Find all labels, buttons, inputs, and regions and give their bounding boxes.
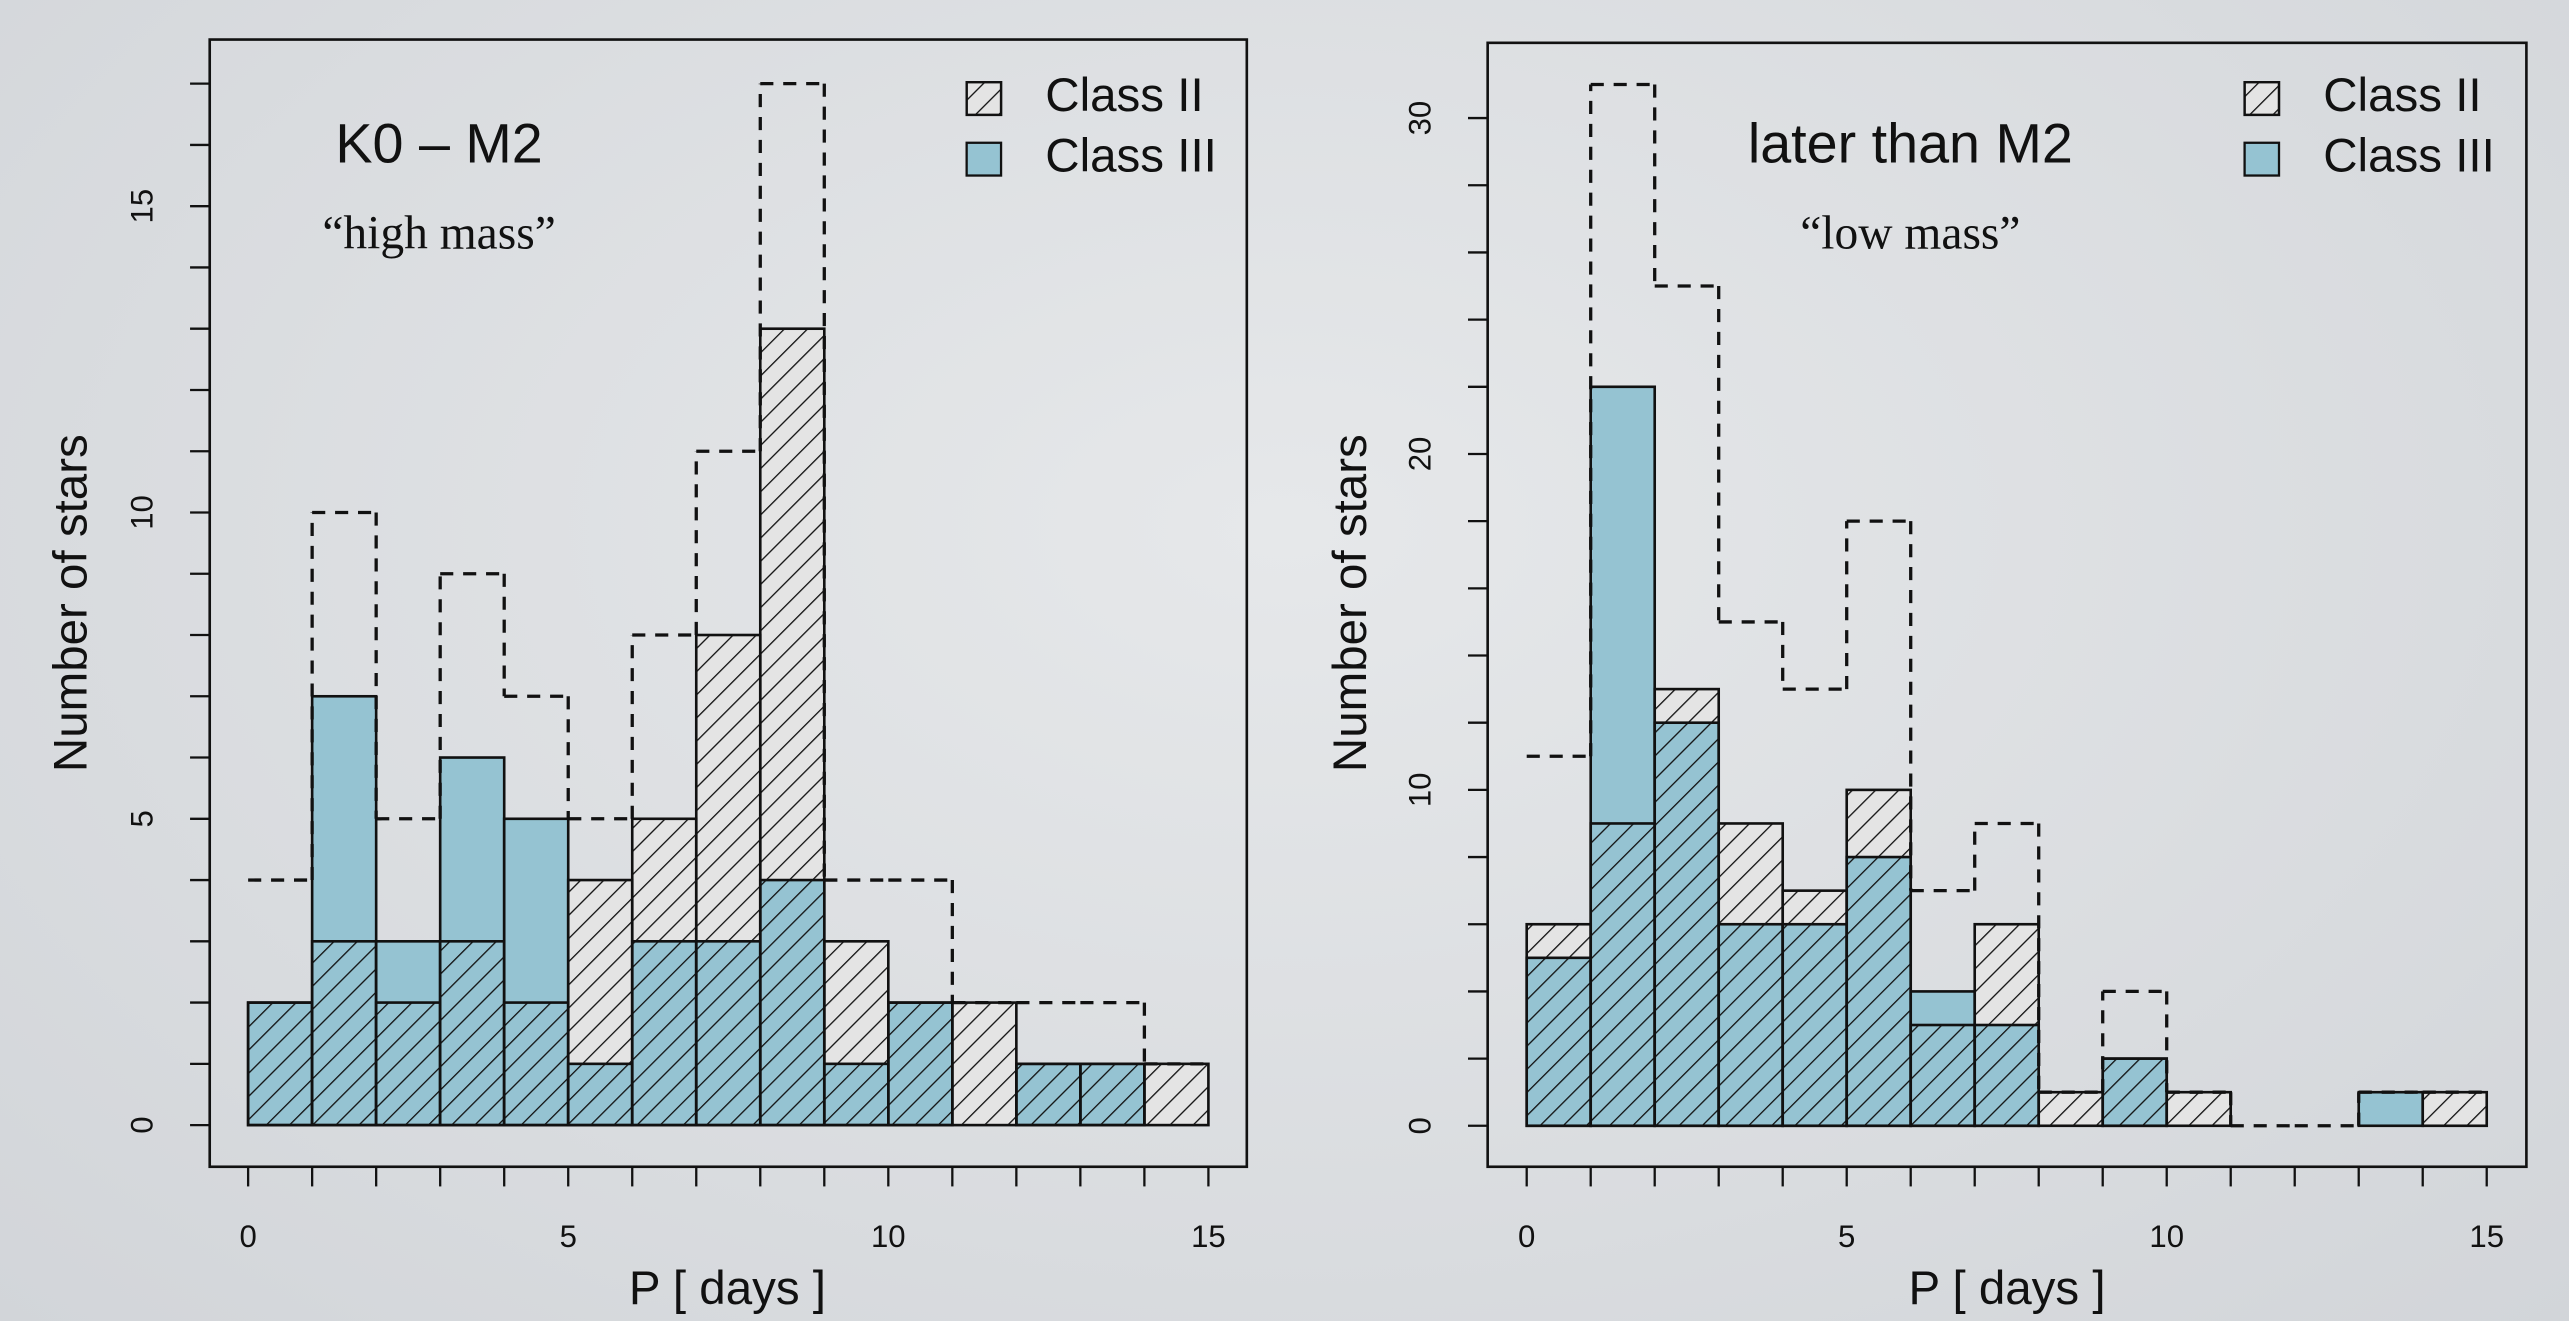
bar-hatch	[1015, 1062, 1082, 1127]
legend-label: Class II	[1045, 69, 1203, 122]
panel-subtitle: “high mass”	[322, 208, 556, 260]
plot-frame	[208, 38, 1249, 1169]
x-tick-label: 5	[1838, 1219, 1855, 1254]
bar-hatch	[2165, 1090, 2233, 1128]
bar-hatch	[566, 878, 634, 1127]
bar-hatch	[1845, 788, 1913, 1128]
bar-hatch	[1079, 1062, 1146, 1127]
bar-hatch	[1525, 922, 1593, 1128]
y-tick-label: 30	[1402, 101, 1437, 136]
bar-hatch	[1653, 687, 1721, 1128]
y-tick-label: 0	[1402, 1117, 1437, 1134]
bar-hatch	[246, 1001, 314, 1127]
x-axis-label: P [ days ]	[1908, 1262, 2105, 1315]
bar-hatch	[2101, 1057, 2169, 1128]
x-tick-label: 0	[1518, 1219, 1535, 1254]
bar-hatch	[438, 940, 506, 1127]
y-tick-label: 15	[124, 189, 159, 224]
x-axis-label: P [ days ]	[629, 1262, 826, 1315]
panel-title: K0 – M2	[335, 112, 542, 174]
y-tick-label: 20	[1402, 437, 1437, 472]
y-axis-label: Number of stars	[1324, 434, 1377, 772]
panel-subtitle: “low mass”	[1800, 208, 2020, 260]
bar-hatch	[1143, 1062, 1210, 1127]
x-tick-label: 15	[1191, 1219, 1226, 1254]
bar	[2357, 1090, 2425, 1128]
plot-frame	[1486, 41, 2528, 1169]
bar-hatch	[374, 1001, 442, 1127]
legend-swatch	[965, 141, 1003, 177]
y-tick-label: 0	[124, 1116, 159, 1133]
bar-hatch	[1717, 822, 1785, 1128]
bar-hatch	[630, 817, 698, 1127]
bar-hatch	[694, 633, 762, 1127]
bar-hatch	[1781, 889, 1849, 1128]
bar-hatch	[822, 940, 890, 1127]
legend-label: Class II	[2323, 69, 2481, 122]
y-tick-label: 5	[124, 810, 159, 827]
bar-hatch	[887, 1001, 954, 1127]
legend-swatch	[2243, 141, 2281, 177]
bar-hatch	[1589, 822, 1657, 1128]
legend-swatch-hatch	[2243, 81, 2281, 117]
bar-hatch	[502, 1001, 570, 1127]
y-tick-label: 10	[124, 495, 159, 530]
panel-title: later than M2	[1748, 112, 2073, 174]
bar-hatch	[2037, 1090, 2105, 1128]
bar-hatch	[1973, 922, 2041, 1128]
bar-hatch	[1909, 1023, 1977, 1128]
x-tick-label: 10	[871, 1219, 906, 1254]
y-axis-label: Number of stars	[44, 434, 97, 772]
legend-label: Class III	[1045, 130, 1217, 183]
bar-hatch	[2421, 1090, 2489, 1128]
x-tick-label: 15	[2469, 1219, 2504, 1254]
y-tick-label: 10	[1402, 773, 1437, 808]
legend-label: Class III	[2323, 130, 2495, 183]
x-tick-label: 0	[239, 1219, 256, 1254]
bar-hatch	[951, 1001, 1018, 1127]
bar-hatch	[310, 940, 378, 1127]
legend-swatch-hatch	[965, 81, 1003, 117]
x-tick-label: 5	[560, 1219, 577, 1254]
x-tick-label: 10	[2149, 1219, 2184, 1254]
bar-hatch	[758, 327, 826, 1127]
